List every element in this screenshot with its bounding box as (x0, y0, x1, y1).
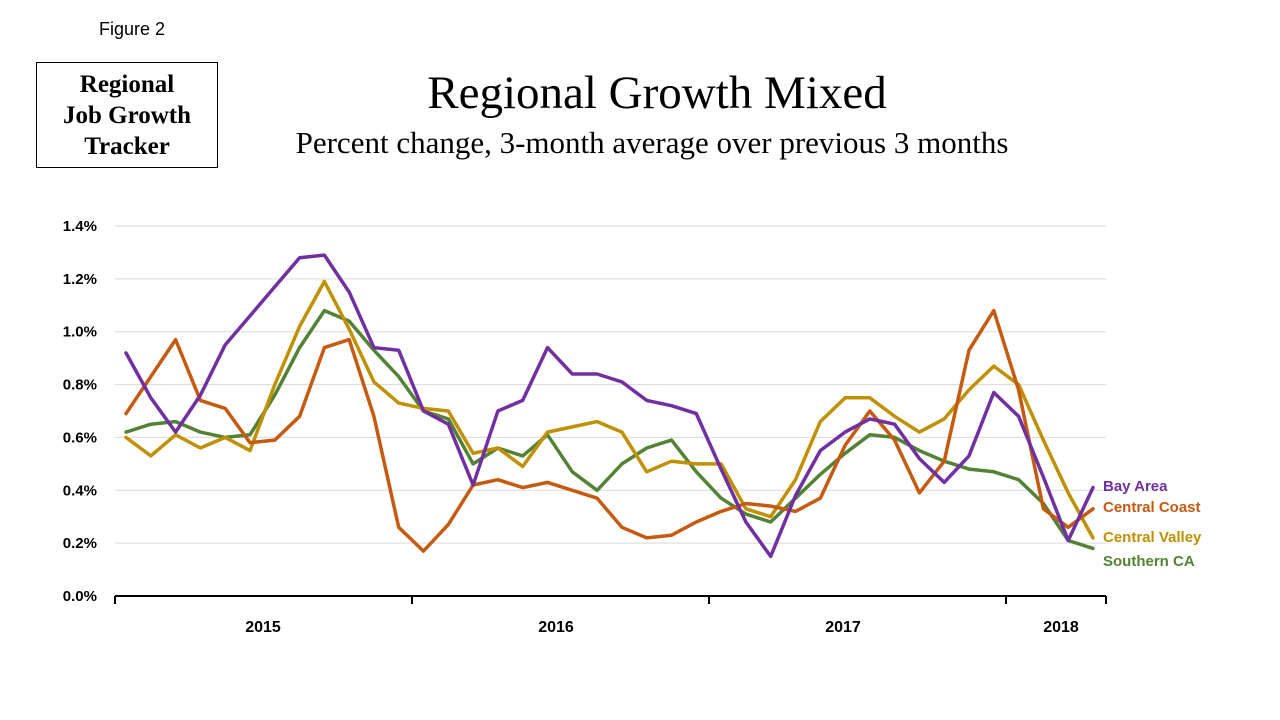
y-tick-label: 1.4% (63, 218, 97, 235)
series-line-bay-area (124, 253, 1095, 559)
series-label-central-coast: Central Coast (1103, 499, 1201, 516)
tracker-line-2: Job Growth (62, 101, 192, 129)
figure-label: Figure 2 (99, 19, 166, 39)
y-tick-label: 0.8% (63, 377, 97, 394)
y-tick-label: 0.2% (63, 535, 97, 552)
y-tick-label: 0.0% (63, 588, 97, 605)
chart-title: Regional Growth Mixed (427, 67, 887, 119)
series-line-central-coast (124, 308, 1095, 553)
series-label-central-valley: Central Valley (1103, 529, 1202, 546)
x-year-label: 2018 (1043, 619, 1079, 636)
x-year-label: 2016 (538, 619, 574, 636)
tracker-line-1: Regional (79, 70, 175, 98)
series-line-central-valley (124, 279, 1095, 540)
series-label-southern-ca: Southern CA (1103, 553, 1195, 570)
y-tick-label: 1.2% (63, 271, 97, 288)
chart-subtitle: Percent change, 3-month average over pre… (295, 125, 1009, 160)
tracker-box: Regional Job Growth Tracker (36, 62, 218, 168)
series-line-southern-ca (124, 308, 1095, 551)
y-tick-label: 0.6% (63, 429, 97, 446)
y-tick-label: 0.4% (63, 482, 97, 499)
x-year-label: 2015 (245, 619, 281, 636)
y-tick-label: 1.0% (63, 324, 97, 341)
x-year-label: 2017 (825, 619, 861, 636)
tracker-line-3: Tracker (84, 132, 170, 160)
series-label-bay-area: Bay Area (1103, 478, 1168, 495)
